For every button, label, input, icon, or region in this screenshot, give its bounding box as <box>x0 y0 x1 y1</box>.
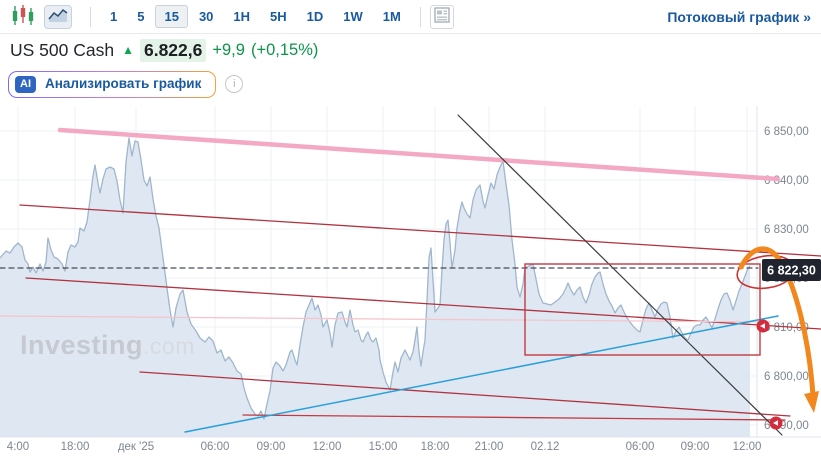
consolidation-box <box>524 263 761 356</box>
middle-red-channel-line <box>25 277 821 330</box>
last-price-label <box>762 259 821 281</box>
x-axis-label: дек '25 <box>118 441 154 453</box>
price-up-arrow-icon: ▲ <box>122 43 134 57</box>
x-axis-label: 18:00 <box>61 441 90 453</box>
event-marker-1-glyph <box>760 323 765 329</box>
ai-badge-icon: AI <box>15 75 36 93</box>
event-marker-2-glyph <box>773 420 778 426</box>
toolbar-divider <box>419 6 421 27</box>
y-axis-label: 6 800,00 <box>764 371 809 383</box>
toolbar-divider <box>90 6 91 27</box>
y-axis-label: 6 810,00 <box>764 322 809 334</box>
ai-banner: AI Анализировать график i <box>0 68 821 100</box>
last-price-label-text: 6 822,30 <box>767 264 816 278</box>
y-axis-label: 6 830,00 <box>764 224 809 236</box>
timeframe-30[interactable]: 30 <box>190 5 222 28</box>
y-axis-label: 6 850,00 <box>764 126 809 138</box>
timeframe-1h[interactable]: 1H <box>224 5 259 28</box>
candlestick-chart-button[interactable] <box>10 4 36 30</box>
x-axis-label: 4:00 <box>7 441 29 453</box>
timeframe-5h[interactable]: 5H <box>261 5 296 28</box>
info-icon[interactable]: i <box>225 75 244 93</box>
x-axis-label: 02.12 <box>531 441 560 453</box>
orange-arrowhead <box>804 391 819 413</box>
area-chart-button[interactable] <box>44 4 72 29</box>
price-area-fill <box>0 138 750 437</box>
timeframe-1d[interactable]: 1D <box>298 5 333 28</box>
streaming-chart-link[interactable]: Потоковый график » <box>667 8 811 25</box>
x-axis-label: 06:00 <box>201 441 230 453</box>
analyze-chart-button[interactable]: AI Анализировать график <box>8 71 216 98</box>
x-axis-label: 15:00 <box>369 441 398 453</box>
quote-header: US 500 Cash ▲ 6.822,6 +9,9 (+0,15%) <box>0 34 821 66</box>
last-price: 6.822,6 <box>139 38 207 62</box>
red-support-line <box>242 414 786 421</box>
price-change: +9,9 <box>212 40 245 59</box>
timeframe-1m[interactable]: 1M <box>374 5 410 28</box>
price-change-percent: (+0,15%) <box>250 40 319 59</box>
x-axis-label: 06:00 <box>626 441 655 453</box>
x-axis-label: 12:00 <box>733 441 762 453</box>
analyze-chart-label: Анализировать график <box>45 76 202 92</box>
chart-toolbar: 1 5 15 30 1H 5H 1D 1W 1M Потоковый графи… <box>0 0 821 34</box>
x-axis-label: 18:00 <box>421 441 450 453</box>
timeframe-1[interactable]: 1 <box>101 5 126 28</box>
x-axis-label: 09:00 <box>257 441 286 453</box>
instrument-name: US 500 Cash <box>10 39 115 60</box>
x-axis-label: 12:00 <box>313 441 342 453</box>
x-axis-label: 09:00 <box>681 441 710 453</box>
lower-red-channel-line <box>139 371 791 417</box>
candlestick-icon <box>11 3 35 30</box>
salmon-horizontal-line <box>0 315 771 323</box>
upper-red-channel-line <box>19 204 821 257</box>
area-chart-icon <box>48 7 68 26</box>
price-chart: 4:00 18:00 дек '25 06:00 09:00 12:00 15:00 18:0… <box>0 106 821 453</box>
x-axis-label: 21:00 <box>475 441 504 453</box>
timeframe-1w[interactable]: 1W <box>334 5 372 28</box>
black-descending-line <box>457 114 783 436</box>
timeframe-15[interactable]: 15 <box>155 5 188 28</box>
pink-resistance-trendline <box>57 127 781 182</box>
news-layout-button[interactable] <box>429 4 454 29</box>
timeframe-5[interactable]: 5 <box>128 5 153 28</box>
blue-ascending-trendline <box>184 315 779 433</box>
news-layout-icon <box>434 7 450 26</box>
